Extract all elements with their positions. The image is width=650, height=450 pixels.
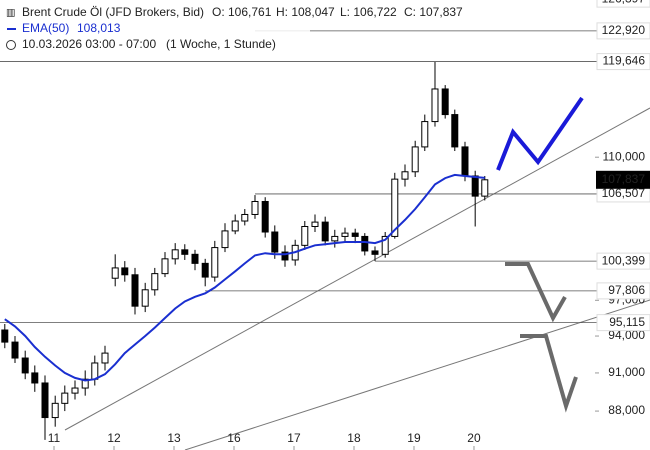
x-tick-label: 18	[347, 431, 361, 445]
header-bg	[0, 0, 310, 54]
level-label-bg	[596, 252, 650, 270]
candle-body	[261, 200, 269, 233]
chart-icon: ▥	[6, 8, 15, 19]
y-tick-label: 94,000	[608, 328, 645, 342]
x-tick-label: 16	[227, 431, 241, 445]
candle-body	[431, 88, 439, 123]
level-label: 119,646	[603, 54, 646, 68]
high: H: 108,047	[276, 5, 335, 19]
candle-body	[1, 329, 9, 343]
candle-body	[21, 357, 29, 374]
candle-body	[331, 235, 339, 242]
candle-body	[141, 289, 149, 307]
candle-body	[201, 262, 209, 278]
candle-body	[151, 273, 159, 291]
y-tick-label: 91,000	[608, 365, 645, 379]
ema-name: EMA(50)	[22, 21, 69, 35]
candle-body	[111, 267, 119, 279]
candle-body	[231, 220, 239, 232]
candle-body	[161, 258, 169, 275]
level-label: 100,399	[602, 253, 646, 267]
candle-body	[481, 179, 489, 197]
candle-body	[131, 274, 139, 307]
x-tick-label: 19	[407, 431, 421, 445]
candle-body	[381, 235, 389, 255]
period: 10.03.2026 03:00 - 07:00	[22, 37, 156, 51]
candle-body	[461, 146, 469, 177]
candle-body	[341, 232, 349, 237]
candle-body	[361, 235, 369, 252]
candle-body	[221, 230, 229, 249]
level-label-bg	[596, 22, 650, 40]
candle-body	[61, 392, 69, 404]
candle-body	[411, 146, 419, 173]
x-tick-label: 13	[167, 431, 181, 445]
x-tick-label: 11	[48, 431, 61, 445]
candle-body	[281, 251, 289, 261]
scenario-arrow	[496, 96, 584, 171]
x-tick-label: 12	[107, 431, 121, 445]
level-label: 106,507	[602, 186, 646, 200]
trend-line	[64, 107, 650, 431]
candle-body	[421, 121, 429, 148]
y-tick-label: 110,000	[603, 149, 646, 163]
ema-line	[4, 173, 485, 382]
level-label: 122,920	[602, 23, 646, 37]
candle-body	[371, 250, 379, 255]
candle-body	[171, 249, 179, 260]
candle-body	[41, 382, 49, 419]
last-price-label: 107,837	[602, 172, 646, 186]
scenario-arrow	[505, 262, 567, 323]
candle-body	[31, 372, 39, 384]
interval: (1 Woche, 1 Stunde)	[166, 37, 276, 51]
level-label: 126,397	[602, 0, 646, 5]
candle-body	[191, 253, 199, 264]
level-label-bg	[596, 282, 650, 300]
level-label-bg	[596, 0, 650, 8]
ema-value: 108,013	[77, 21, 121, 35]
candle-body	[301, 226, 309, 246]
candle-body	[101, 352, 109, 364]
level-label-bg	[596, 53, 650, 71]
candle-body	[351, 232, 359, 237]
candle-body	[471, 175, 479, 197]
candle-body	[251, 200, 259, 215]
level-label-bg	[596, 314, 650, 332]
level-label: 97,806	[608, 283, 645, 297]
candle-body	[51, 402, 59, 419]
open: O: 106,761	[212, 5, 272, 19]
close: C: 107,837	[404, 5, 463, 19]
candle-body	[311, 221, 319, 228]
candle-body	[11, 341, 19, 359]
clock-icon	[6, 40, 16, 50]
candle-body	[211, 247, 219, 278]
x-tick-label: 20	[467, 431, 481, 445]
candle-body	[401, 171, 409, 180]
y-tick-label: 88,000	[608, 403, 645, 417]
candle-body	[321, 221, 329, 242]
scenario-arrow	[520, 334, 578, 413]
candle-body	[391, 178, 399, 237]
low: L: 106,722	[340, 5, 397, 19]
instrument-title: Brent Crude Öl (JFD Brokers, Bid)	[22, 5, 204, 19]
candle-body	[441, 88, 449, 116]
trend-line	[184, 299, 650, 450]
candle-body	[71, 387, 79, 394]
candle-body	[241, 213, 249, 222]
candle-body	[81, 378, 89, 389]
last-price-bg	[596, 170, 650, 189]
candle-body	[451, 114, 459, 148]
candle-body	[271, 231, 279, 253]
candle-body	[181, 249, 189, 255]
x-tick-label: 17	[287, 431, 301, 445]
candle-body	[121, 267, 129, 276]
candle-body	[91, 362, 99, 380]
level-label: 95,115	[609, 315, 645, 329]
